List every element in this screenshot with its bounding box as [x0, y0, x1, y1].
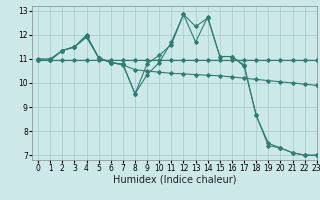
X-axis label: Humidex (Indice chaleur): Humidex (Indice chaleur)	[113, 175, 236, 185]
